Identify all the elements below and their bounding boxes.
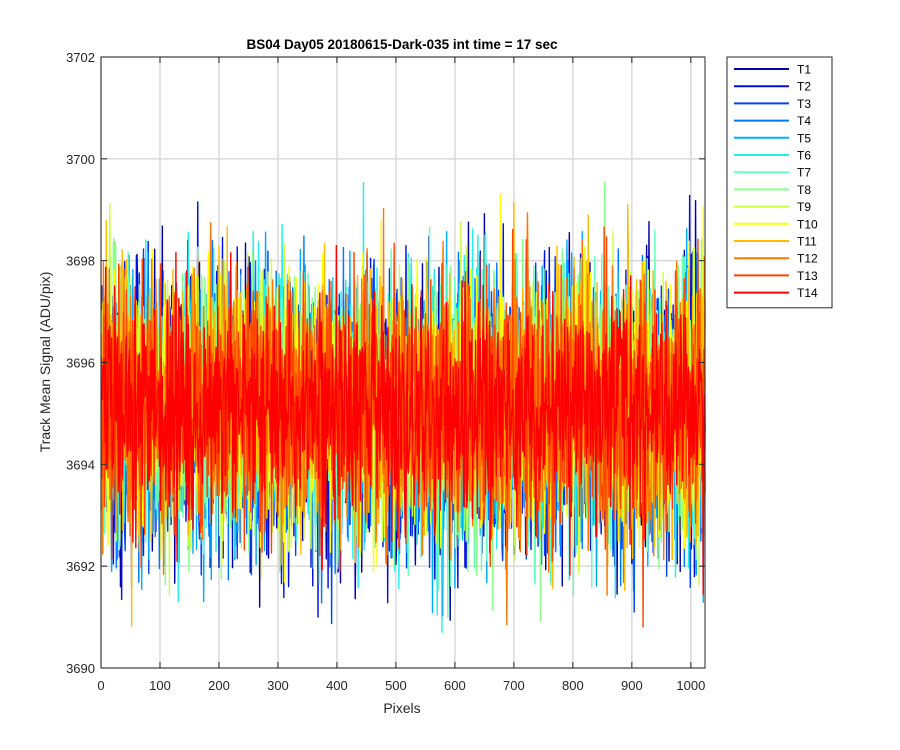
legend-label-t1: T1: [797, 63, 811, 77]
legend-label-t2: T2: [797, 80, 811, 94]
legend-label-t5: T5: [797, 131, 811, 145]
x-tick-label: 600: [444, 678, 466, 693]
plot-area: 0 100 200 300 400 500 600 700 800 900 1000 3690 3692…: [66, 50, 706, 693]
x-tick-label: 100: [149, 678, 171, 693]
legend-label-t9: T9: [797, 200, 811, 214]
legend: T1 T2 T3 T4 T5 T6 T7 T8 T9 T10 T11 T12 T13 T14: [726, 56, 833, 309]
x-tick-label: 0: [97, 678, 104, 693]
y-tick-label: 3700: [66, 152, 95, 167]
series-group: [100, 180, 706, 633]
y-tick-label: 3698: [66, 254, 95, 269]
series-line-t14: [100, 244, 706, 595]
legend-label-t14: T14: [797, 286, 818, 300]
legend-label-t8: T8: [797, 183, 811, 197]
y-axis-title: Track Mean Signal (ADU/pix): [37, 272, 53, 453]
legend-label-t4: T4: [797, 114, 811, 128]
legend-label-t12: T12: [797, 252, 818, 266]
y-tick-label: 3690: [66, 661, 95, 676]
legend-label-t13: T13: [797, 269, 818, 283]
legend-label-t6: T6: [797, 149, 811, 163]
x-tick-label: 300: [267, 678, 289, 693]
legend-box: [726, 56, 833, 309]
y-tick-label: 3694: [66, 457, 95, 472]
y-tick-label: 3696: [66, 356, 95, 371]
x-tick-label: 900: [621, 678, 643, 693]
x-tick-label: 200: [208, 678, 230, 693]
legend-label-t7: T7: [797, 166, 811, 180]
legend-label-t3: T3: [797, 97, 811, 111]
x-tick-label: 1000: [676, 678, 705, 693]
y-tick-label: 3702: [66, 50, 95, 65]
x-tick-label: 800: [562, 678, 584, 693]
x-axis-title: Pixels: [383, 700, 420, 716]
x-tick-label: 700: [503, 678, 525, 693]
y-tick-label: 3692: [66, 559, 95, 574]
x-tick-label: 500: [385, 678, 407, 693]
chart-title: BS04 Day05 20180615-Dark-035 int time = …: [246, 37, 558, 52]
legend-label-t11: T11: [797, 235, 817, 249]
x-tick-label: 400: [326, 678, 348, 693]
legend-label-t10: T10: [797, 217, 818, 231]
